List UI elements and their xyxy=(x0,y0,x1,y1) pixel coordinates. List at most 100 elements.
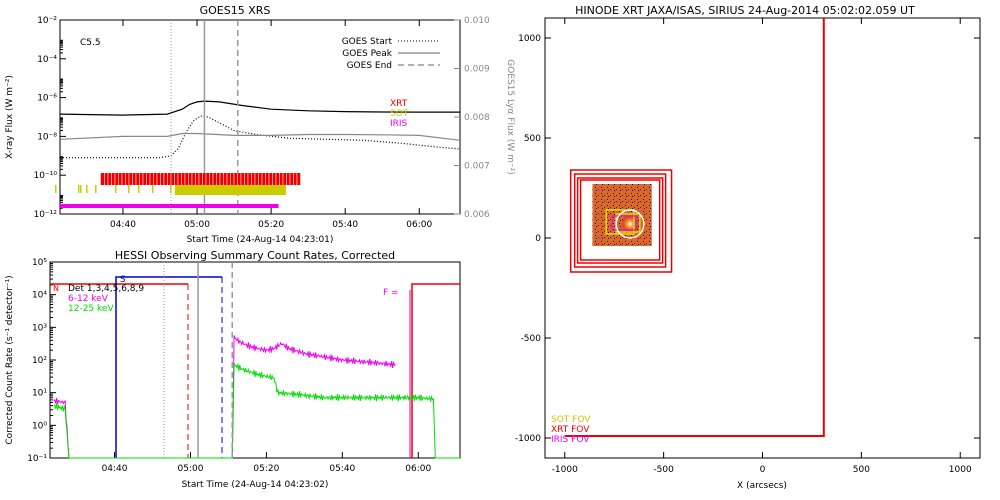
hessi-x-tick-label: 05:40 xyxy=(329,464,355,474)
goes-x-label: Start Time (24-Aug-14 04:23:01) xyxy=(187,235,334,245)
coverage-label-sot: SOT xyxy=(390,109,409,119)
goes-y-tick-label: 10⁻⁶ xyxy=(37,94,57,104)
goes-y-axis: 10⁻¹² 10⁻¹⁰ 10⁻⁸ 10⁻⁶ 10⁻⁴ 10⁻² xyxy=(34,16,66,220)
coverage-tick-sot xyxy=(78,185,80,193)
hessi-series-group xyxy=(53,335,460,459)
hessi-y-label: Corrected Count Rate (s⁻¹ detector⁻¹) xyxy=(5,275,15,444)
coverage-tick-sot xyxy=(185,185,187,193)
hessi-title: HESSI Observing Summary Count Rates, Cor… xyxy=(115,249,395,262)
goes-x-axis: 04:40 05:00 05:20 05:40 06:00 xyxy=(110,20,433,230)
hessi-y-tick-label: 10⁰ xyxy=(32,421,47,431)
goes-series-group xyxy=(59,100,461,159)
hessi-x-tick-label: 04:40 xyxy=(102,464,128,474)
goes-y-tick-label: 10⁻⁴ xyxy=(37,55,57,65)
hinode-x-tick-label: -1000 xyxy=(552,465,578,475)
hessi-series xyxy=(53,363,460,459)
legend-xrt-fov: XRT FOV xyxy=(551,425,590,435)
hessi-y-tick-label: 10⁵ xyxy=(32,258,47,268)
hinode-x-tick-label: 1000 xyxy=(949,465,972,475)
goes-y-label: X-ray Flux (W m⁻²) xyxy=(5,75,15,159)
legend-6-12kev: 6-12 keV xyxy=(68,294,109,304)
coverage-bar-sot xyxy=(174,185,286,195)
goes-x-tick-label: 05:00 xyxy=(184,220,210,230)
iris-fov-box xyxy=(611,215,637,231)
goes-y-right-tick-label: 0.009 xyxy=(464,65,490,75)
legend-12-25kev: 12-25 keV xyxy=(68,304,114,314)
goes-y-tick-label: 10⁻¹⁰ xyxy=(34,171,58,181)
coverage-label-xrt: XRT xyxy=(390,99,408,109)
goes-y-tick-label: 10⁻² xyxy=(37,16,57,26)
goes-y-tick-label: 10⁻¹² xyxy=(34,210,58,220)
hinode-x-tick-label: 0 xyxy=(760,465,766,475)
goes-y-tick-label: 10⁻⁸ xyxy=(37,132,57,142)
xrt-fov-box xyxy=(569,169,673,273)
goes-y-right-axis: 0.006 0.007 0.008 0.009 0.010 xyxy=(454,16,490,220)
hinode-y-axis: -1000 -500 0 500 1000 xyxy=(515,34,980,444)
hinode-x-tick-label: -500 xyxy=(653,465,674,475)
hinode-y-tick-label: 500 xyxy=(524,134,541,144)
goes-series-long xyxy=(59,100,460,116)
hinode-panel: HINODE XRT JAXA/ISAS, SIRIUS 24-Aug-2014… xyxy=(515,4,981,491)
hessi-event-lines xyxy=(163,262,233,458)
goes-coverage-bars xyxy=(55,173,301,208)
hessi-panel: HESSI Observing Summary Count Rates, Cor… xyxy=(5,249,461,490)
coverage-tick-sot xyxy=(152,185,154,193)
hinode-y-tick-label: 0 xyxy=(535,234,541,244)
goes-x-tick-label: 05:40 xyxy=(332,220,358,230)
legend-iris-fov: IRIS FOV xyxy=(551,435,590,445)
legend-goes-end: GOES End xyxy=(347,61,392,71)
xrt-image-texture xyxy=(592,184,652,246)
hessi-x-tick-label: 05:00 xyxy=(177,464,203,474)
flag-n-label: N xyxy=(53,284,59,293)
hinode-y-tick-label: -1000 xyxy=(515,434,541,444)
hinode-y-tick-label: -500 xyxy=(521,334,542,344)
hessi-y-tick-label: 10⁴ xyxy=(32,291,47,301)
hessi-flag-lines: N S F = xyxy=(50,275,460,458)
coverage-tick-sot xyxy=(55,185,57,193)
hessi-x-label: Start Time (24-Aug-14 04:23:02) xyxy=(182,480,329,490)
xrt-fov-box xyxy=(576,177,664,264)
hinode-x-axis: -1000 -500 0 500 1000 xyxy=(552,18,972,475)
coverage-tick-sot xyxy=(170,185,172,193)
goes-series-lyman xyxy=(59,132,461,141)
goes-x-tick-label: 05:20 xyxy=(258,220,284,230)
hinode-legend: SOT FOV XRT FOV IRIS FOV xyxy=(551,415,591,445)
hinode-x-label: X (arcsecs) xyxy=(737,481,787,491)
hessi-y-tick-label: 10⁻¹ xyxy=(27,454,47,464)
goes-y-right-tick-label: 0.010 xyxy=(464,16,490,26)
coverage-tick-sot xyxy=(115,185,117,193)
hessi-legend: Det 1,3,4,5,6,8,9 6-12 keV 12-25 keV xyxy=(68,284,144,314)
coverage-bar-xrt xyxy=(100,173,301,185)
hinode-y-tick-label: 1000 xyxy=(518,34,541,44)
hessi-x-axis: 04:40 05:00 05:20 05:40 06:00 xyxy=(102,452,431,474)
goes-legend: GOES Start GOES Peak GOES End XRT SOT IR… xyxy=(342,37,440,129)
coverage-tick-sot xyxy=(86,185,88,193)
flag-s-label: S xyxy=(120,275,126,285)
hessi-x-tick-label: 05:20 xyxy=(253,464,279,474)
coverage-tick-sot xyxy=(138,185,140,193)
xrt-fov-box xyxy=(573,173,667,268)
coverage-tick-sot xyxy=(128,185,130,193)
hinode-x-tick-label: 500 xyxy=(853,465,870,475)
goes-y-right-label: GOES15 Lyα Flux (W m⁻²) xyxy=(505,59,515,175)
xrt-fov-box xyxy=(579,179,661,261)
legend-goes-start: GOES Start xyxy=(342,37,393,47)
hinode-fov-group xyxy=(564,18,825,437)
hessi-y-axis: 10⁻¹ 10⁰ 10¹ 10² 10³ 10⁴ 10⁵ xyxy=(27,258,56,464)
coverage-tick-sot xyxy=(80,185,82,193)
goes-x-tick-label: 06:00 xyxy=(406,220,432,230)
coverage-bar-iris xyxy=(60,204,279,208)
goes-title: GOES15 XRS xyxy=(200,4,271,17)
goes-x-tick-label: 04:40 xyxy=(110,220,136,230)
hessi-y-tick-label: 10³ xyxy=(32,323,47,333)
coverage-tick-sot xyxy=(95,185,97,193)
flag-s-segment xyxy=(115,276,222,458)
xrt-large-fov xyxy=(564,18,825,437)
hessi-y-tick-label: 10¹ xyxy=(32,389,47,399)
goes-y-right-tick-label: 0.008 xyxy=(464,113,490,123)
coverage-label-iris: IRIS xyxy=(390,119,408,129)
goes-panel: GOES15 XRS 10⁻¹² 10⁻¹⁰ 10⁻⁸ 10⁻⁶ 10⁻⁴ 10⁻² 0.… xyxy=(5,4,515,245)
hessi-y-tick-label: 10² xyxy=(32,356,47,366)
flare-class-label: C5.5 xyxy=(80,38,101,48)
